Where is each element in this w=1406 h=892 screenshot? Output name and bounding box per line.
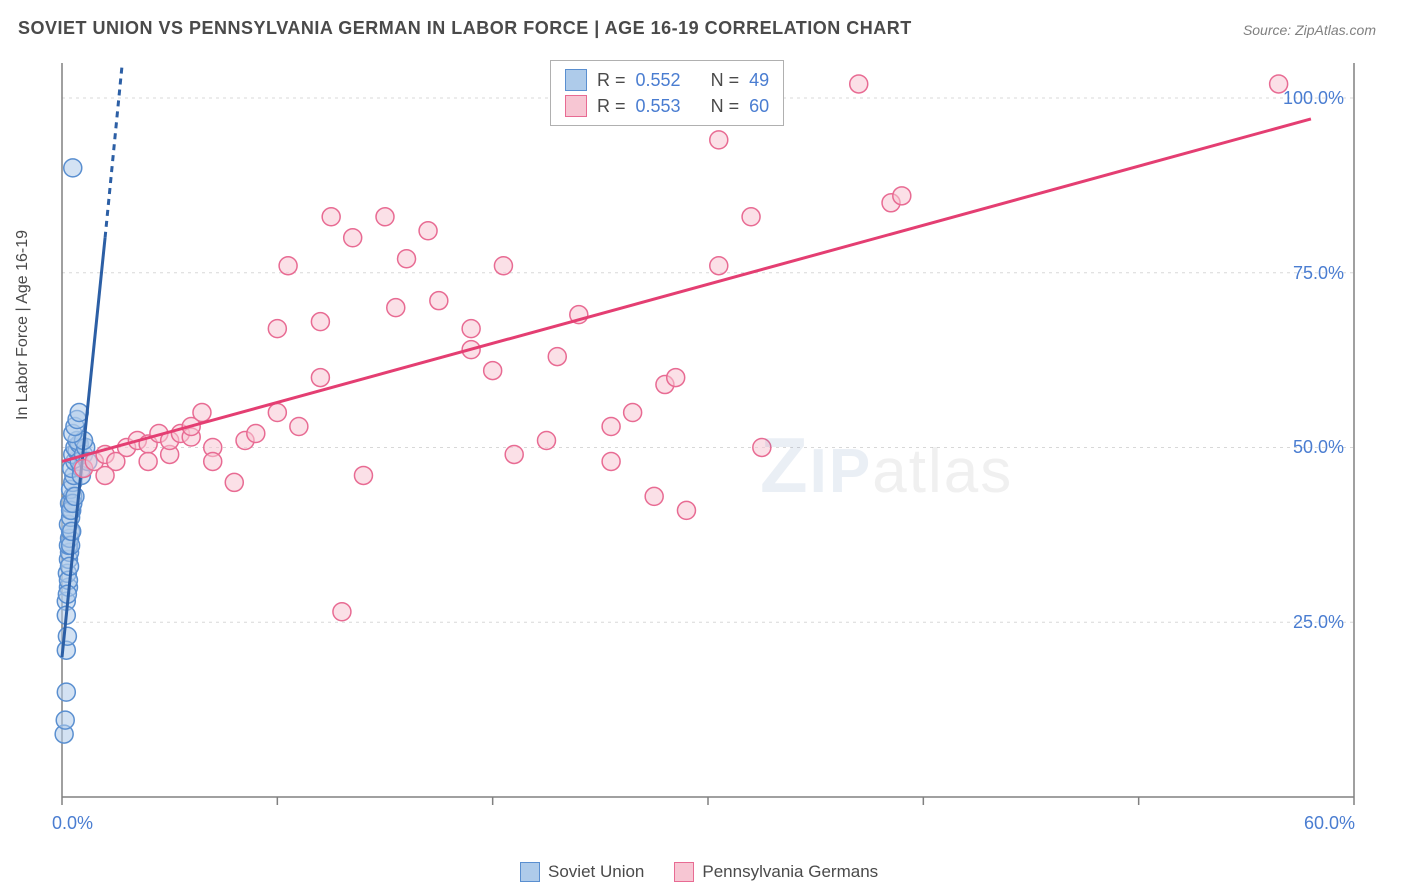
r-label: R = (597, 70, 626, 91)
series-legend: Soviet Union Pennsylvania Germans (520, 862, 878, 882)
scatter-plot (48, 55, 1380, 827)
y-axis-label: In Labor Force | Age 16-19 (14, 230, 32, 420)
legend-item: Soviet Union (520, 862, 644, 882)
legend-swatch-icon (565, 95, 587, 117)
y-tick-label: 75.0% (1274, 263, 1344, 284)
chart-canvas (48, 55, 1380, 827)
x-tick-label: 60.0% (1304, 813, 1355, 834)
r-label: R = (597, 96, 626, 117)
n-label: N = (711, 70, 740, 91)
legend-row: R = 0.553 N = 60 (565, 93, 769, 119)
chart-title: SOVIET UNION VS PENNSYLVANIA GERMAN IN L… (18, 18, 912, 39)
y-tick-label: 25.0% (1274, 612, 1344, 633)
legend-row: R = 0.552 N = 49 (565, 67, 769, 93)
legend-item: Pennsylvania Germans (674, 862, 878, 882)
r-value: 0.553 (636, 96, 681, 117)
y-tick-label: 100.0% (1274, 88, 1344, 109)
n-value: 49 (749, 70, 769, 91)
n-label: N = (711, 96, 740, 117)
source-attribution: Source: ZipAtlas.com (1243, 22, 1376, 38)
correlation-legend: R = 0.552 N = 49 R = 0.553 N = 60 (550, 60, 784, 126)
n-value: 60 (749, 96, 769, 117)
r-value: 0.552 (636, 70, 681, 91)
y-tick-label: 50.0% (1274, 437, 1344, 458)
legend-swatch-icon (674, 862, 694, 882)
legend-label: Pennsylvania Germans (702, 862, 878, 882)
legend-swatch-icon (565, 69, 587, 91)
legend-label: Soviet Union (548, 862, 644, 882)
legend-swatch-icon (520, 862, 540, 882)
x-tick-label: 0.0% (52, 813, 93, 834)
